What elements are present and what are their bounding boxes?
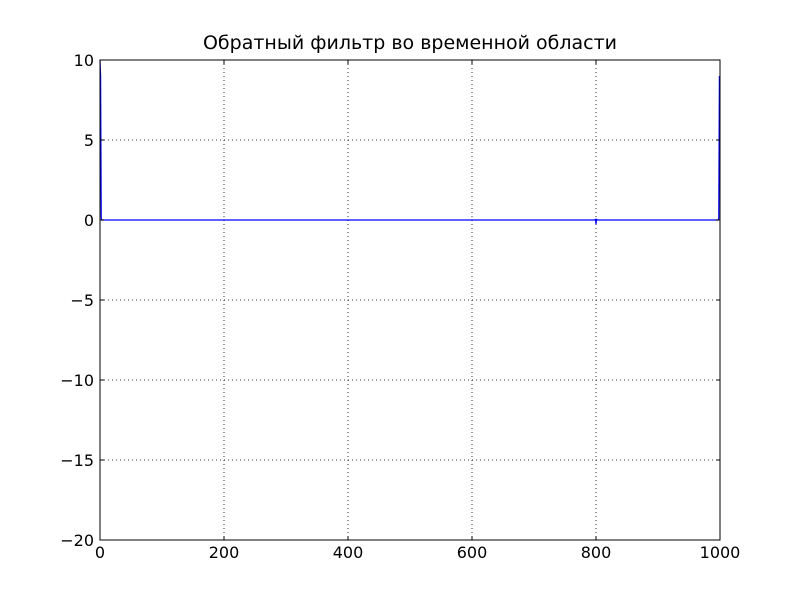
y-tick-label: 10 (74, 51, 94, 70)
x-tick-label: 1000 (700, 543, 741, 562)
y-tick-label: 0 (84, 211, 94, 230)
y-tick-label: 5 (84, 131, 94, 150)
x-tick-label: 200 (209, 543, 240, 562)
y-tick-label: −20 (60, 531, 94, 550)
ticks: 0 200 400 600 800 1000 −20 −15 −10 −5 0 5 10 (60, 51, 740, 562)
x-tick-label: 400 (333, 543, 364, 562)
x-tick-label: 600 (457, 543, 488, 562)
y-tick-label: −10 (60, 371, 94, 390)
x-tick-label: 0 (95, 543, 105, 562)
chart-title: Обратный фильтр во временной области (203, 32, 617, 54)
y-tick-label: −15 (60, 451, 94, 470)
y-tick-label: −5 (70, 291, 94, 310)
x-tick-label: 800 (581, 543, 612, 562)
